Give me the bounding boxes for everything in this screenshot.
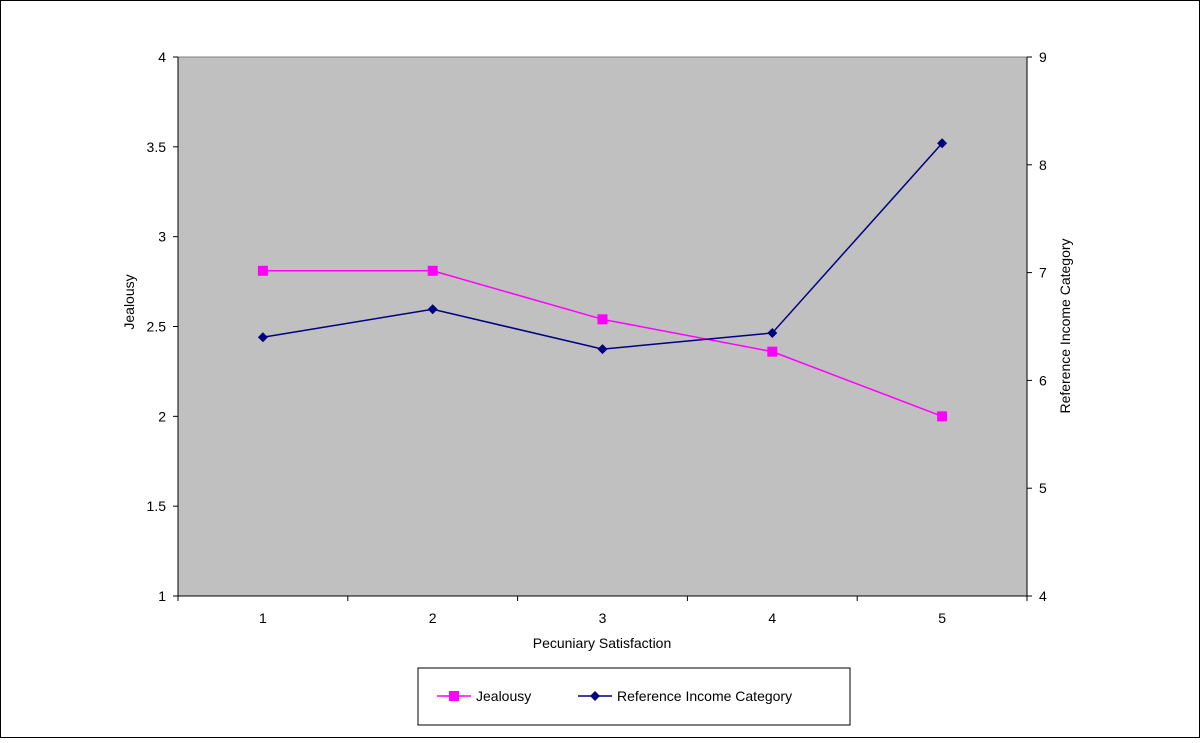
- y2-tick-label: 4: [1039, 588, 1047, 604]
- axes: 1 1.5 2 2.5 3 3.5 4 4 5 6 7 8 9 1 2 3 4 5: [147, 49, 1047, 626]
- y-tick-label: 3: [158, 229, 166, 245]
- legend-label-reference-income: Reference Income Category: [617, 688, 792, 704]
- y2-axis-title: Reference Income Category: [1057, 238, 1073, 413]
- y2-tick-label: 6: [1039, 372, 1047, 388]
- y2-tick-label: 8: [1039, 157, 1047, 173]
- y2-tick-label: 5: [1039, 480, 1047, 496]
- legend-marker-jealousy: [449, 691, 459, 701]
- plot-area: [177, 56, 1028, 597]
- x-tick-label: 4: [768, 610, 776, 626]
- x-tick-label: 2: [429, 610, 437, 626]
- y2-tick-label: 7: [1039, 265, 1047, 281]
- legend-item-reference-income: Reference Income Category: [578, 688, 792, 704]
- y-tick-label: 1.5: [147, 498, 167, 514]
- y-tick-label: 1: [158, 588, 166, 604]
- x-tick-label: 5: [938, 610, 946, 626]
- x-tick-label: 1: [259, 610, 267, 626]
- data-point-jealousy: [597, 314, 608, 325]
- data-point-reference-income: [937, 138, 948, 149]
- data-point-jealousy: [937, 411, 948, 422]
- legend-box: [417, 667, 851, 726]
- data-point-reference-income: [767, 327, 778, 338]
- y-tick-label: 3.5: [147, 139, 167, 155]
- y-axis-title: Jealousy: [121, 274, 137, 329]
- legend: Jealousy Reference Income Category: [417, 667, 851, 726]
- x-tick-label: 3: [599, 610, 607, 626]
- legend-item-jealousy: Jealousy: [437, 688, 531, 704]
- y2-tick-label: 9: [1039, 49, 1047, 65]
- data-point-jealousy: [257, 265, 268, 276]
- data-point-reference-income: [257, 332, 268, 343]
- series-layer: [257, 138, 948, 422]
- x-axis-title: Pecuniary Satisfaction: [533, 635, 672, 651]
- legend-label-jealousy: Jealousy: [476, 688, 531, 704]
- data-point-jealousy: [427, 265, 438, 276]
- legend-marker-reference-income: [590, 691, 600, 701]
- data-point-jealousy: [767, 346, 778, 357]
- y-tick-label: 2: [158, 408, 166, 424]
- y-tick-label: 4: [158, 49, 166, 65]
- y-tick-label: 2.5: [147, 319, 167, 335]
- data-point-reference-income: [427, 304, 438, 315]
- data-point-reference-income: [597, 344, 608, 355]
